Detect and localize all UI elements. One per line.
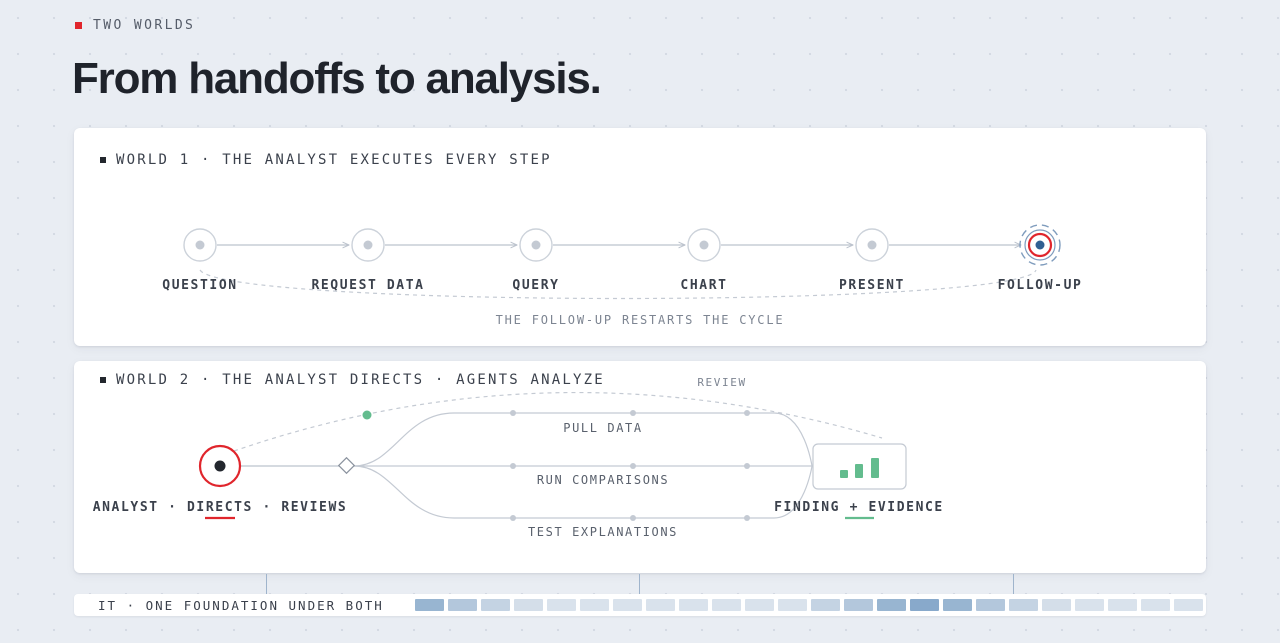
world1-step-label: REQUEST DATA (311, 278, 424, 293)
world1-title-marker (100, 157, 106, 163)
review-label: REVIEW (697, 376, 746, 389)
foundation-cell (745, 599, 774, 611)
foundation-cell (1042, 599, 1071, 611)
review-progress-dot (362, 410, 372, 420)
foundation-cell (1141, 599, 1170, 611)
foundation-cell (1009, 599, 1038, 611)
branch-label-run-comparisons: RUN COMPARISONS (537, 473, 669, 487)
world1-card: WORLD 1 · THE ANALYST EXECUTES EVERY STE… (74, 128, 1206, 346)
foundation-cell (811, 599, 840, 611)
foundation-cell (481, 599, 510, 611)
splitter-diamond (337, 456, 356, 475)
world1-node-chart (687, 228, 721, 262)
foundation-cell (448, 599, 477, 611)
branch-line-test-explanations (353, 465, 813, 519)
review-arc (233, 391, 883, 452)
finding-evidence-label: FINDING + EVIDENCE (774, 500, 944, 515)
foundation-strip: IT · ONE FOUNDATION UNDER BOTH (74, 594, 1206, 616)
foundation-cell (613, 599, 642, 611)
foundation-cells (415, 599, 1203, 611)
world1-node-request-data (351, 228, 385, 262)
eyebrow: TWO WORLDS (75, 18, 195, 33)
foundation-cell (646, 599, 675, 611)
world1-node-question (183, 228, 217, 262)
page-title: From handoffs to analysis. (72, 54, 602, 103)
foundation-cell (778, 599, 807, 611)
world1-node-present (855, 228, 889, 262)
world2-card: WORLD 2 · THE ANALYST DIRECTS · AGENTS A… (74, 361, 1206, 573)
foundation-cell (415, 599, 444, 611)
world2-title-text: WORLD 2 · THE ANALYST DIRECTS · AGENTS A… (116, 372, 605, 388)
world2-title: WORLD 2 · THE ANALYST DIRECTS · AGENTS A… (100, 372, 605, 388)
foundation-cell (679, 599, 708, 611)
world1-step-label: PRESENT (839, 278, 905, 293)
foundation-tick (266, 574, 267, 594)
branch-label-pull-data: PULL DATA (563, 421, 642, 435)
world2-title-marker (100, 377, 106, 383)
foundation-cell (1108, 599, 1137, 611)
foundation-tick (1013, 574, 1014, 594)
foundation-cell (514, 599, 543, 611)
foundation-cell (910, 599, 939, 611)
branch-waypoints (510, 410, 750, 521)
foundation-cell (877, 599, 906, 611)
world2-flow: REVIEW PULL DATA RUN COMPARISONS TEST EX… (93, 376, 944, 539)
world1-caption: THE FOLLOW-UP RESTARTS THE CYCLE (496, 313, 785, 327)
eyebrow-label: TWO WORLDS (93, 18, 196, 33)
world1-flow: QUESTION REQUEST DATA QUERY CHART PRESEN… (162, 224, 1083, 327)
foundation-label: IT · ONE FOUNDATION UNDER BOTH (98, 598, 384, 613)
foundation-cell (844, 599, 873, 611)
branch-label-test-explanations: TEST EXPLANATIONS (528, 525, 678, 539)
bar-chart-icon (840, 458, 879, 478)
world1-title-text: WORLD 1 · THE ANALYST EXECUTES EVERY STE… (116, 152, 552, 168)
foundation-cell (1075, 599, 1104, 611)
world1-return-loop (199, 269, 1037, 300)
world1-node-query (519, 228, 553, 262)
foundation-cell (1174, 599, 1203, 611)
foundation-cell (580, 599, 609, 611)
world1-step-label: QUESTION (162, 278, 237, 293)
finding-node (812, 443, 907, 490)
world1-step-label: CHART (680, 278, 727, 293)
foundation-cell (943, 599, 972, 611)
world1-title: WORLD 1 · THE ANALYST EXECUTES EVERY STE… (100, 152, 552, 168)
eyebrow-marker (75, 22, 82, 29)
foundation-cell (547, 599, 576, 611)
world1-step-label: FOLLOW-UP (998, 278, 1083, 293)
world1-step-label: QUERY (512, 278, 559, 293)
analyst-node (198, 444, 242, 488)
analyst-role-label: ANALYST · DIRECTS · REVIEWS (93, 500, 348, 515)
world1-node-follow-up (1019, 224, 1061, 266)
foundation-cell (712, 599, 741, 611)
foundation-tick (639, 574, 640, 594)
branch-line-pull-data (353, 412, 813, 467)
foundation-cell (976, 599, 1005, 611)
